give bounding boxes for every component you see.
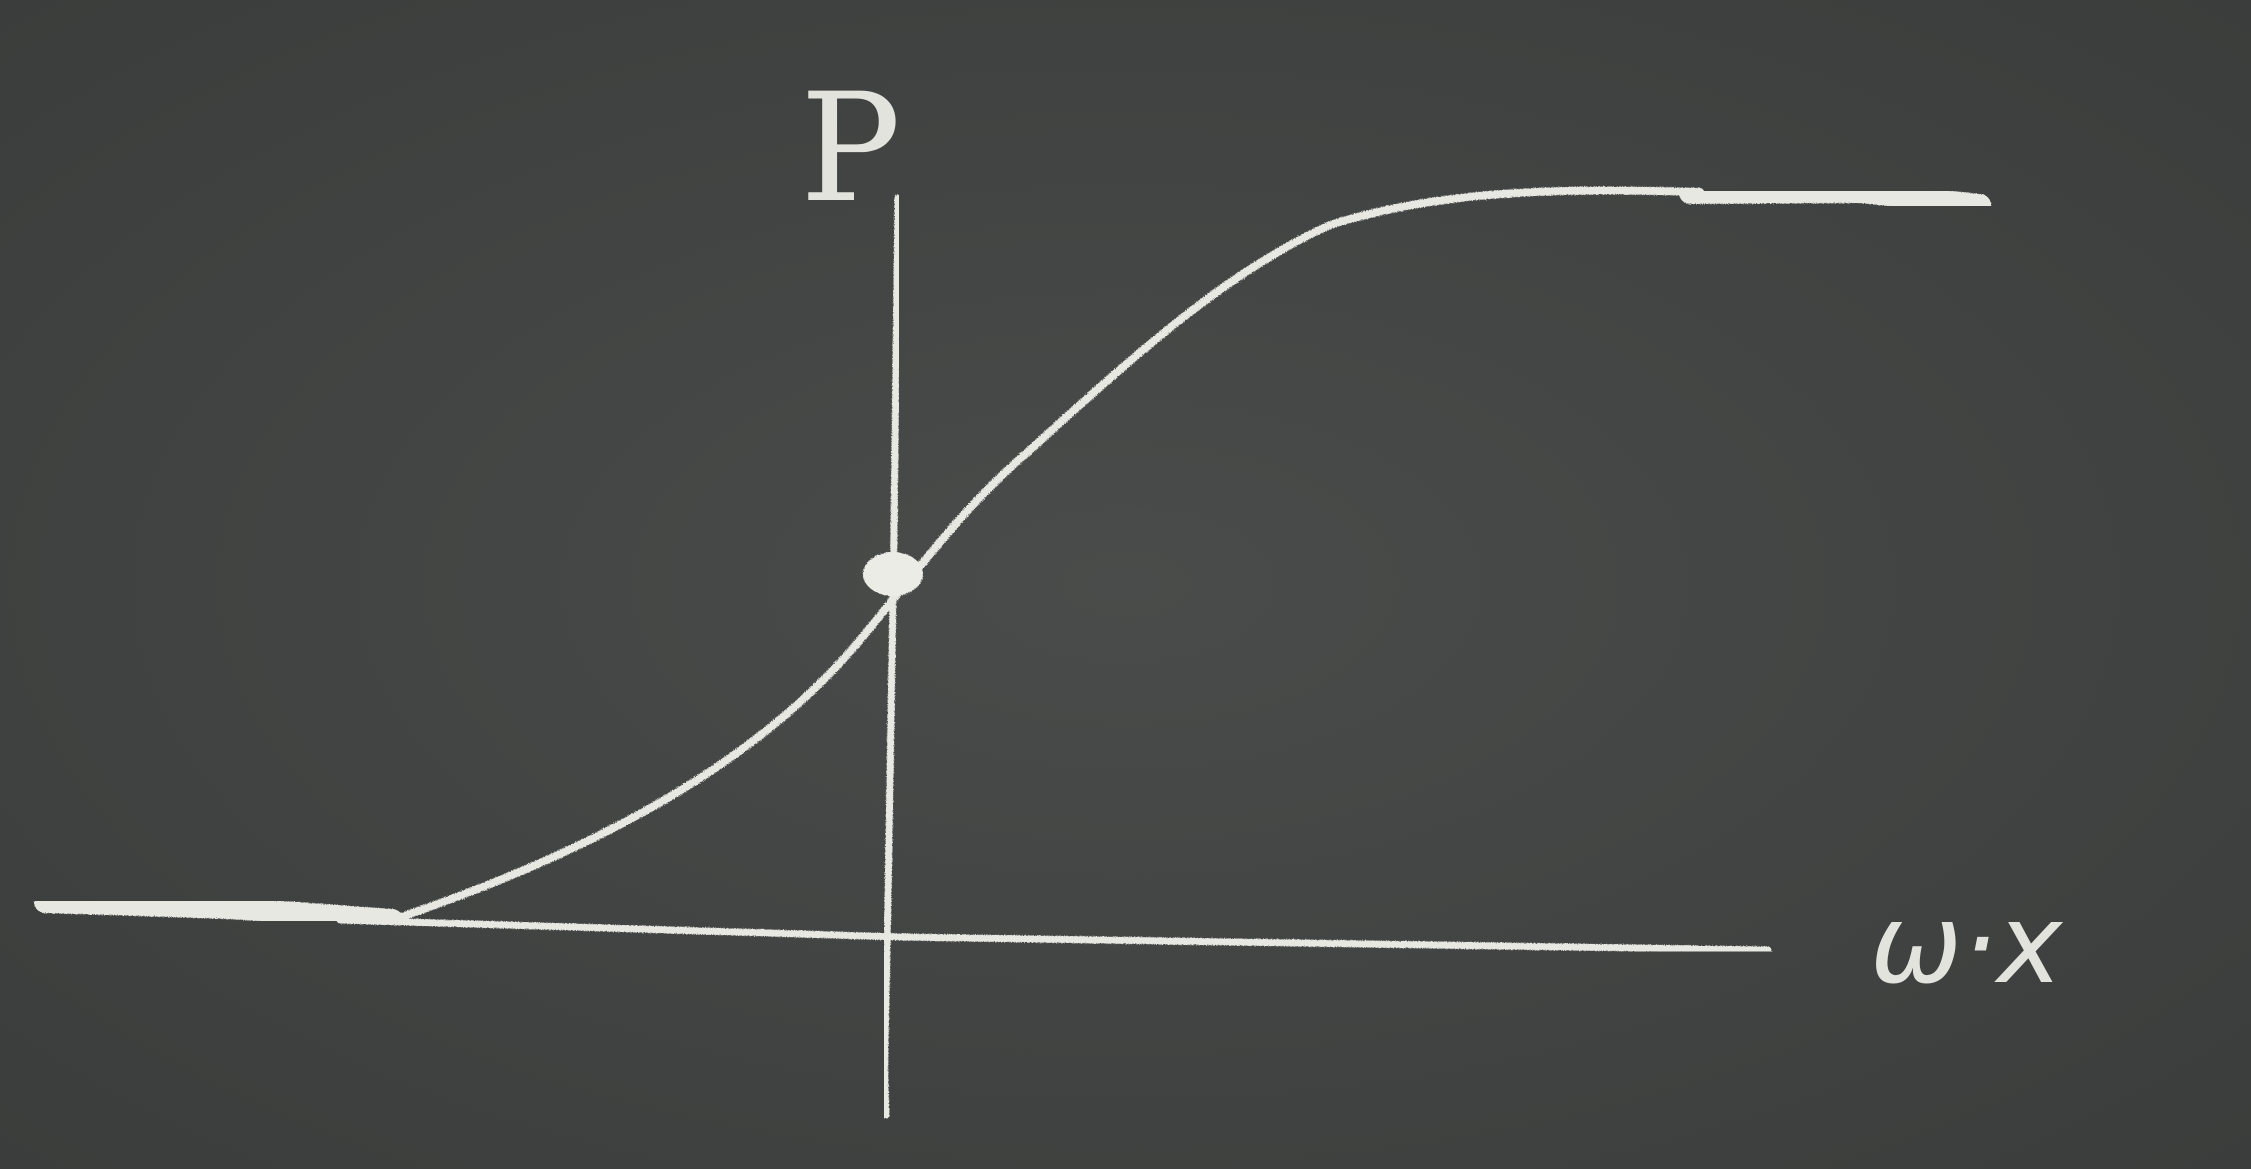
- sigmoid-left-tail: [34, 891, 403, 931]
- x-axis: [336, 916, 1772, 954]
- sigmoid-curve: [388, 186, 1704, 924]
- x-axis-label: ω·x: [1870, 880, 2064, 1008]
- midpoint-marker: [863, 552, 923, 596]
- sigmoid-right-tail: [1679, 181, 1991, 216]
- y-axis: [881, 194, 902, 1119]
- y-axis-label: P: [800, 62, 901, 236]
